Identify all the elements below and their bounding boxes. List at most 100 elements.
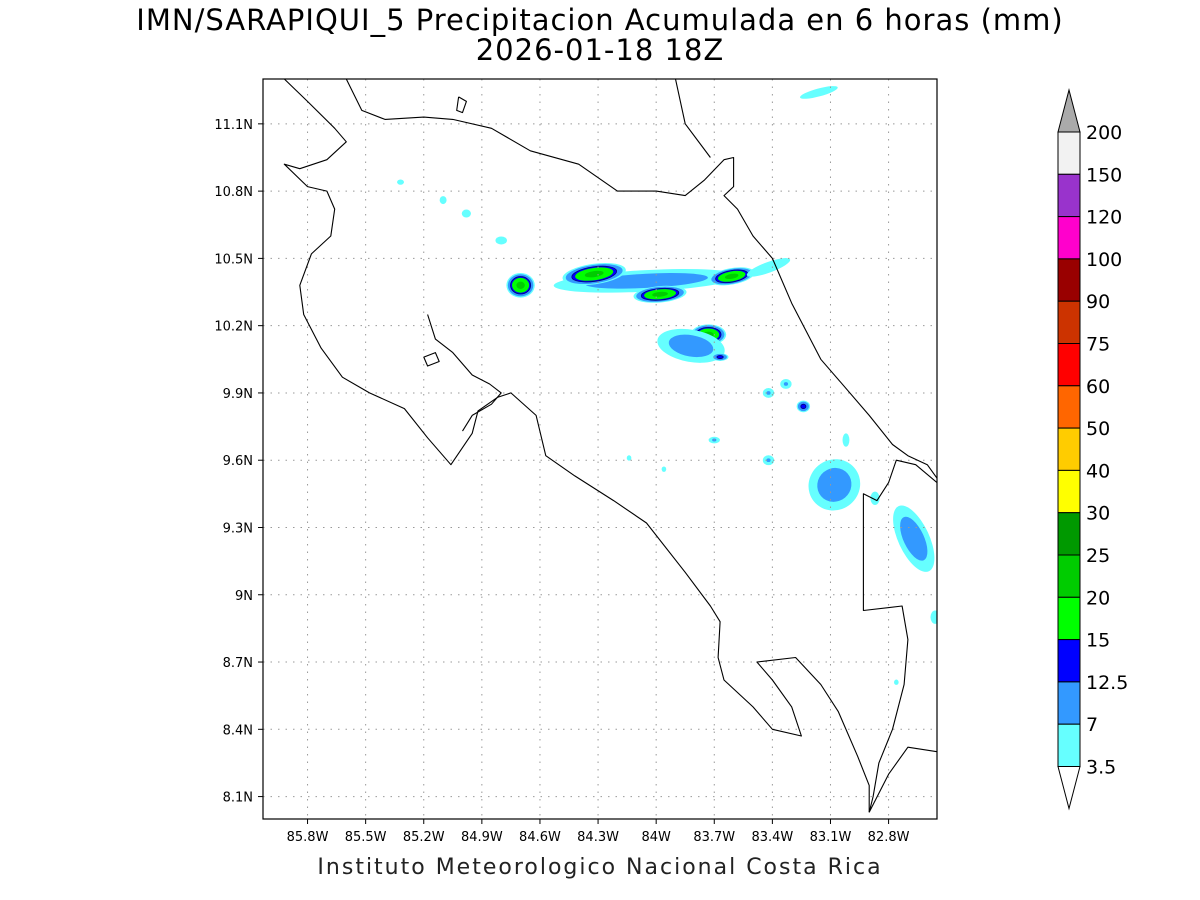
precip-cell [495, 236, 507, 245]
precip-contour [817, 467, 852, 502]
map-axes: 85.8W 85.5W 85.2W 84.9W 84.6W 84.3W 84W 83.7W 83… [214, 118, 909, 845]
precip-cell [661, 466, 667, 472]
lon-tick-label: 85.8W [287, 830, 329, 845]
colorbar-label: 30 [1086, 503, 1110, 525]
colorbar-swatch [1057, 258, 1081, 302]
lon-tick-label: 83.4W [751, 830, 793, 845]
colorbar-swatch [1057, 596, 1081, 641]
precip-contour [516, 281, 525, 289]
coastline [674, 79, 711, 158]
precip-contour [724, 273, 739, 280]
coastline [427, 314, 502, 432]
precip-contour [842, 433, 850, 447]
colorbar: 3.5 7 12.5 15 20 25 30 40 50 60 75 90 100 120 150 200 [1057, 88, 1128, 811]
colorbar-label: 60 [1086, 376, 1110, 398]
precip-contour [930, 610, 937, 624]
lon-tick-label: 84.9W [461, 830, 503, 845]
lon-tick-label: 85.5W [345, 830, 387, 845]
precip-cell [657, 328, 725, 363]
coastline [283, 79, 870, 813]
lon-tick-label: 84W [641, 830, 671, 845]
precip-cell [762, 455, 775, 466]
precip-cell [708, 267, 755, 286]
footer-credit: Instituto Meteorologico Nacional Costa R… [317, 855, 883, 880]
colorbar-swatch [1057, 216, 1081, 260]
lat-tick-label: 9.9N [223, 387, 253, 402]
map-subtitle-datetime: 2026-01-18 18Z [475, 33, 725, 67]
precip-contour [766, 458, 771, 463]
colorbar-label: 7 [1086, 714, 1098, 736]
lon-tick-label: 84.6W [519, 830, 561, 845]
coastline [456, 96, 467, 114]
colorbar-swatch [1057, 512, 1081, 556]
lon-tick-label: 82.8W [868, 830, 910, 845]
lat-tick-label: 8.7N [223, 656, 253, 671]
precip-contour [766, 391, 771, 395]
lat-tick-label: 8.1N [223, 791, 253, 806]
coastline [423, 352, 440, 367]
coastline [345, 79, 937, 479]
colorbar-swatch [1057, 385, 1081, 429]
colorbar-label: 200 [1086, 122, 1122, 144]
precip-cell [397, 179, 404, 185]
lon-tick-label: 83.1W [810, 830, 852, 845]
colorbar-label: 25 [1086, 545, 1110, 567]
lat-tick-label: 9N [235, 589, 253, 604]
colorbar-top-arrow [1057, 88, 1081, 133]
colorbar-swatch [1057, 343, 1081, 387]
precip-cell [799, 86, 838, 99]
colorbar-swatch [1057, 723, 1081, 768]
precip-contour [746, 258, 791, 277]
lat-tick-label: 8.4N [223, 723, 253, 738]
precip-cell [626, 455, 632, 461]
precip-cell [870, 491, 880, 505]
precip-cell [762, 388, 775, 398]
precip-cell [894, 679, 899, 685]
colorbar-label: 100 [1086, 249, 1122, 271]
precip-cell [796, 400, 811, 413]
colorbar-swatch [1057, 681, 1081, 725]
precip-contour [716, 355, 724, 359]
lat-tick-label: 9.3N [223, 521, 253, 536]
colorbar-label: 15 [1086, 630, 1110, 652]
colorbar-swatch [1057, 173, 1081, 218]
precip-contour [652, 291, 668, 297]
precip-cell [562, 262, 626, 286]
lon-tick-label: 85.2W [403, 830, 445, 845]
precip-cell [780, 379, 792, 389]
precip-cell [746, 258, 791, 277]
precip-contour [870, 491, 880, 505]
lat-tick-label: 10.2N [214, 320, 253, 335]
precip-cell [461, 209, 471, 218]
colorbar-swatch [1057, 300, 1081, 345]
precip-contour [894, 679, 899, 685]
precip-cell [808, 459, 861, 511]
precip-contour [397, 179, 404, 185]
coastline-layer [283, 79, 937, 813]
colorbar-bottom-arrow [1057, 766, 1081, 811]
colorbar-label: 50 [1086, 418, 1110, 440]
precip-cell [506, 272, 535, 298]
colorbar-swatch [1057, 554, 1081, 598]
colorbar-label: 120 [1086, 207, 1122, 229]
precip-contour [661, 466, 667, 472]
precip-contour [800, 403, 807, 410]
lat-tick-label: 10.8N [214, 185, 253, 200]
lon-tick-label: 84.3W [577, 830, 619, 845]
precip-contour [900, 516, 928, 561]
colorbar-label: 40 [1086, 460, 1110, 482]
precip-cell [711, 353, 729, 361]
precip-contour [668, 334, 714, 358]
map-frame [262, 78, 938, 820]
precip-cell [842, 433, 850, 447]
precip-cell [633, 285, 687, 303]
colorbar-label: 12.5 [1086, 672, 1128, 694]
precip-contour [584, 270, 604, 278]
colorbar-label: 3.5 [1086, 757, 1116, 779]
coastline [862, 459, 937, 813]
coastline [868, 746, 937, 813]
precip-cell [439, 196, 447, 205]
lat-tick-label: 11.1N [214, 118, 253, 133]
